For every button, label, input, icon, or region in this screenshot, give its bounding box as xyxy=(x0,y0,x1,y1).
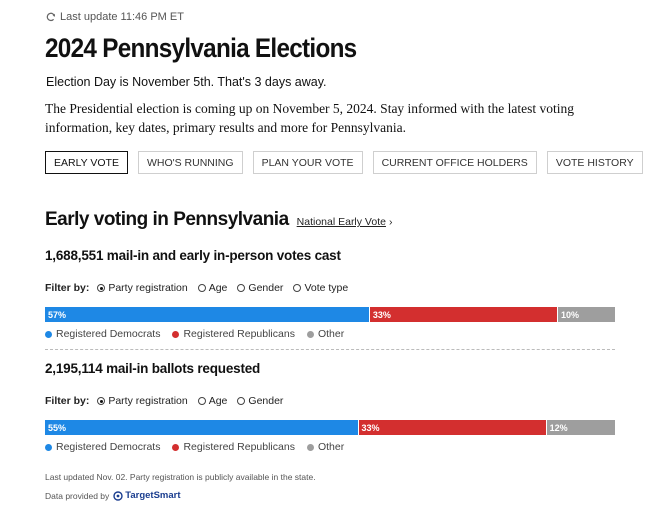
national-link-label: National Early Vote xyxy=(296,216,386,228)
section-title: Early voting in Pennsylvania xyxy=(45,209,289,230)
filter-option-label: Age xyxy=(208,395,228,407)
legend-label: Other xyxy=(317,441,345,453)
filter-party-registration[interactable]: Party registration xyxy=(97,282,188,294)
filter-option-label: Party registration xyxy=(108,395,188,407)
early-voting-section: Early voting in Pennsylvania National Ea… xyxy=(45,209,392,231)
footnote: Last updated Nov. 02. Party registration… xyxy=(45,472,316,482)
national-early-vote-link[interactable]: National Early Vote › xyxy=(297,216,393,228)
radio-icon xyxy=(293,284,302,292)
tab-whos-running[interactable]: WHO'S RUNNING xyxy=(137,151,243,174)
bar-segment-1: 33% xyxy=(369,307,558,322)
tab-early-vote[interactable]: EARLY VOTE xyxy=(45,151,128,174)
legend-label: Other xyxy=(317,328,345,340)
legend-dot xyxy=(306,330,314,338)
legend-item-other: Other xyxy=(306,328,345,340)
radio-checked-icon xyxy=(97,397,106,405)
votes-cast-bar: 57% 33% 10% xyxy=(45,307,615,322)
radio-icon xyxy=(197,284,206,292)
filter-option-label: Vote type xyxy=(304,282,349,294)
legend-dot xyxy=(45,330,52,338)
provider-name: TargetSmart xyxy=(125,490,181,501)
legend-dot xyxy=(306,443,314,451)
legend-ballots-requested: Registered Democrats Registered Republic… xyxy=(45,441,344,453)
filter-label: Filter by: xyxy=(45,282,90,294)
filter-option-label: Age xyxy=(208,282,228,294)
legend-label: Registered Democrats xyxy=(56,441,161,453)
filter-option-label: Gender xyxy=(248,395,284,407)
refresh-icon xyxy=(46,12,56,22)
bar-segment-2: 10% xyxy=(557,307,615,322)
filter-gender[interactable]: Gender xyxy=(237,282,283,294)
bar-segment-1: 33% xyxy=(358,420,547,435)
legend-label: Registered Democrats xyxy=(56,328,161,340)
radio-icon xyxy=(197,397,206,405)
filter-vote-type[interactable]: Vote type xyxy=(293,282,348,294)
ballots-requested-bar: 55% 33% 12% xyxy=(45,420,615,435)
targetsmart-logo-icon xyxy=(113,490,123,501)
targetsmart-logo[interactable]: TargetSmart xyxy=(113,490,181,501)
filter-label: Filter by: xyxy=(45,395,90,407)
filter-gender[interactable]: Gender xyxy=(237,395,283,407)
data-provider: Data provided by TargetSmart xyxy=(45,490,181,501)
tab-plan-your-vote[interactable]: PLAN YOUR VOTE xyxy=(252,151,363,174)
ballots-requested-heading: 2,195,114 mail-in ballots requested xyxy=(45,361,261,376)
page-title: 2024 Pennsylvania Elections xyxy=(45,33,357,63)
legend-votes-cast: Registered Democrats Registered Republic… xyxy=(45,328,344,340)
bar-segment-0: 55% xyxy=(45,420,359,435)
tab-bar: EARLY VOTE WHO'S RUNNING PLAN YOUR VOTE … xyxy=(45,151,643,174)
legend-item-democrats: Registered Democrats xyxy=(45,441,160,453)
last-update-text: Last update 11:46 PM ET xyxy=(60,11,184,23)
intro-paragraph: The Presidential election is coming up o… xyxy=(45,101,575,135)
votes-cast-heading: 1,688,551 mail-in and early in-person vo… xyxy=(45,248,341,263)
filter-row-ballots-requested: Filter by: Party registration Age Gender xyxy=(45,395,287,407)
legend-label: Registered Republicans xyxy=(183,441,295,453)
filter-option-label: Party registration xyxy=(108,282,188,294)
filter-option-label: Gender xyxy=(248,282,284,294)
radio-checked-icon xyxy=(97,284,106,292)
chevron-right-icon: › xyxy=(388,216,393,228)
legend-item-republicans: Registered Republicans xyxy=(172,441,295,453)
legend-item-democrats: Registered Democrats xyxy=(45,328,160,340)
radio-icon xyxy=(237,284,246,292)
radio-icon xyxy=(237,397,246,405)
legend-dot xyxy=(172,443,180,451)
tab-current-office-holders[interactable]: CURRENT OFFICE HOLDERS xyxy=(372,151,537,174)
legend-label: Registered Republicans xyxy=(183,328,295,340)
last-update: Last update 11:46 PM ET xyxy=(46,11,184,23)
bar-segment-2: 12% xyxy=(546,420,615,435)
legend-item-other: Other xyxy=(306,441,345,453)
filter-row-votes-cast: Filter by: Party registration Age Gender… xyxy=(45,282,352,294)
filter-age[interactable]: Age xyxy=(197,282,228,294)
filter-party-registration[interactable]: Party registration xyxy=(97,395,188,407)
filter-age[interactable]: Age xyxy=(197,395,228,407)
legend-item-republicans: Registered Republicans xyxy=(172,328,295,340)
legend-dot xyxy=(45,443,52,451)
legend-dot xyxy=(172,330,180,338)
bar-segment-0: 57% xyxy=(45,307,370,322)
section-divider xyxy=(45,349,615,350)
provided-by-label: Data provided by xyxy=(45,490,110,501)
tab-vote-history[interactable]: VOTE HISTORY xyxy=(546,151,643,174)
election-day-countdown: Election Day is November 5th. That's 3 d… xyxy=(46,75,327,89)
